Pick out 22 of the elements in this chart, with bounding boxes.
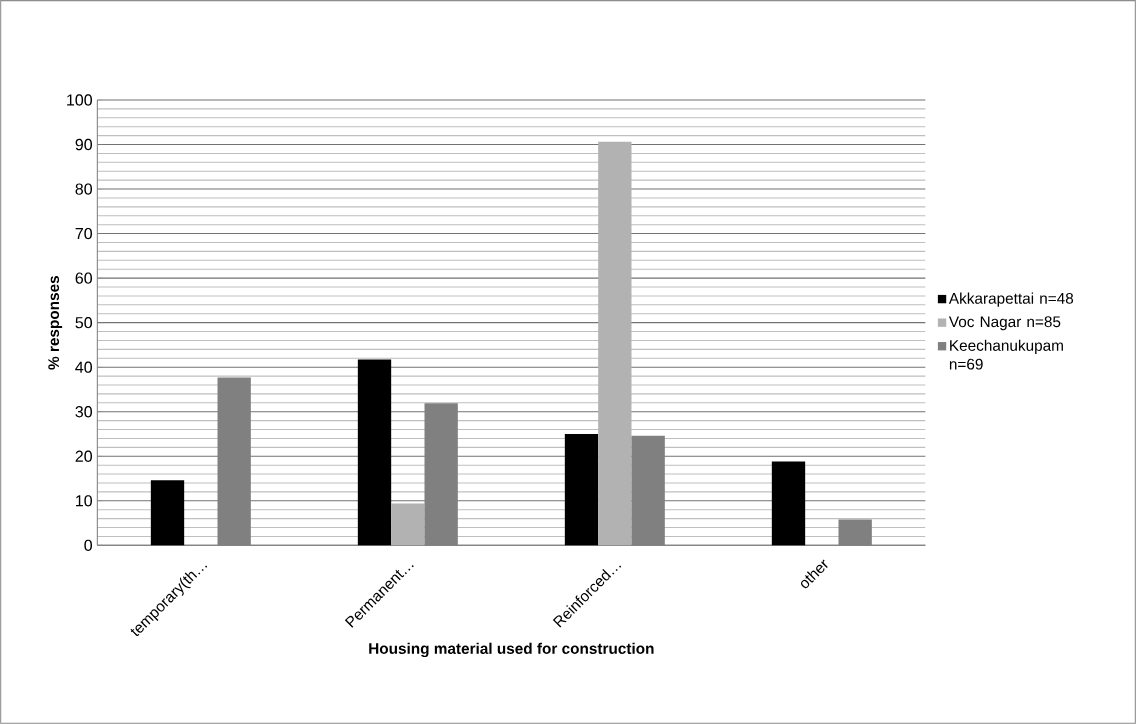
y-tick-label: 70 [75,227,93,240]
legend-label: Akkarapettai n=48 [948,292,1074,307]
y-tick-label: 80 [75,183,93,195]
y-tick-label: 20 [75,450,93,462]
y-tick-label: 10 [76,495,93,507]
y-tick-label: 60 [75,272,93,284]
bar [598,141,632,546]
bar [357,359,392,546]
y-tick-label: 40 [75,361,93,373]
legend-label: Voc Nagar n=85 [948,316,1061,331]
y-tick-label: 50 [75,317,93,329]
y-tick-label: 0 [84,539,93,551]
x-axis-title: Housing material used for construction [369,642,654,658]
y-tick-label: 100 [67,94,93,106]
bar [564,433,599,546]
y-axis-title: % responses [48,276,63,370]
legend-label: Keechanukupam n=69 [949,339,1063,370]
bar [391,503,425,546]
bar [150,480,185,546]
bar [771,461,806,546]
y-tick-label: 90 [75,138,93,151]
y-tick-label: 30 [75,406,93,418]
